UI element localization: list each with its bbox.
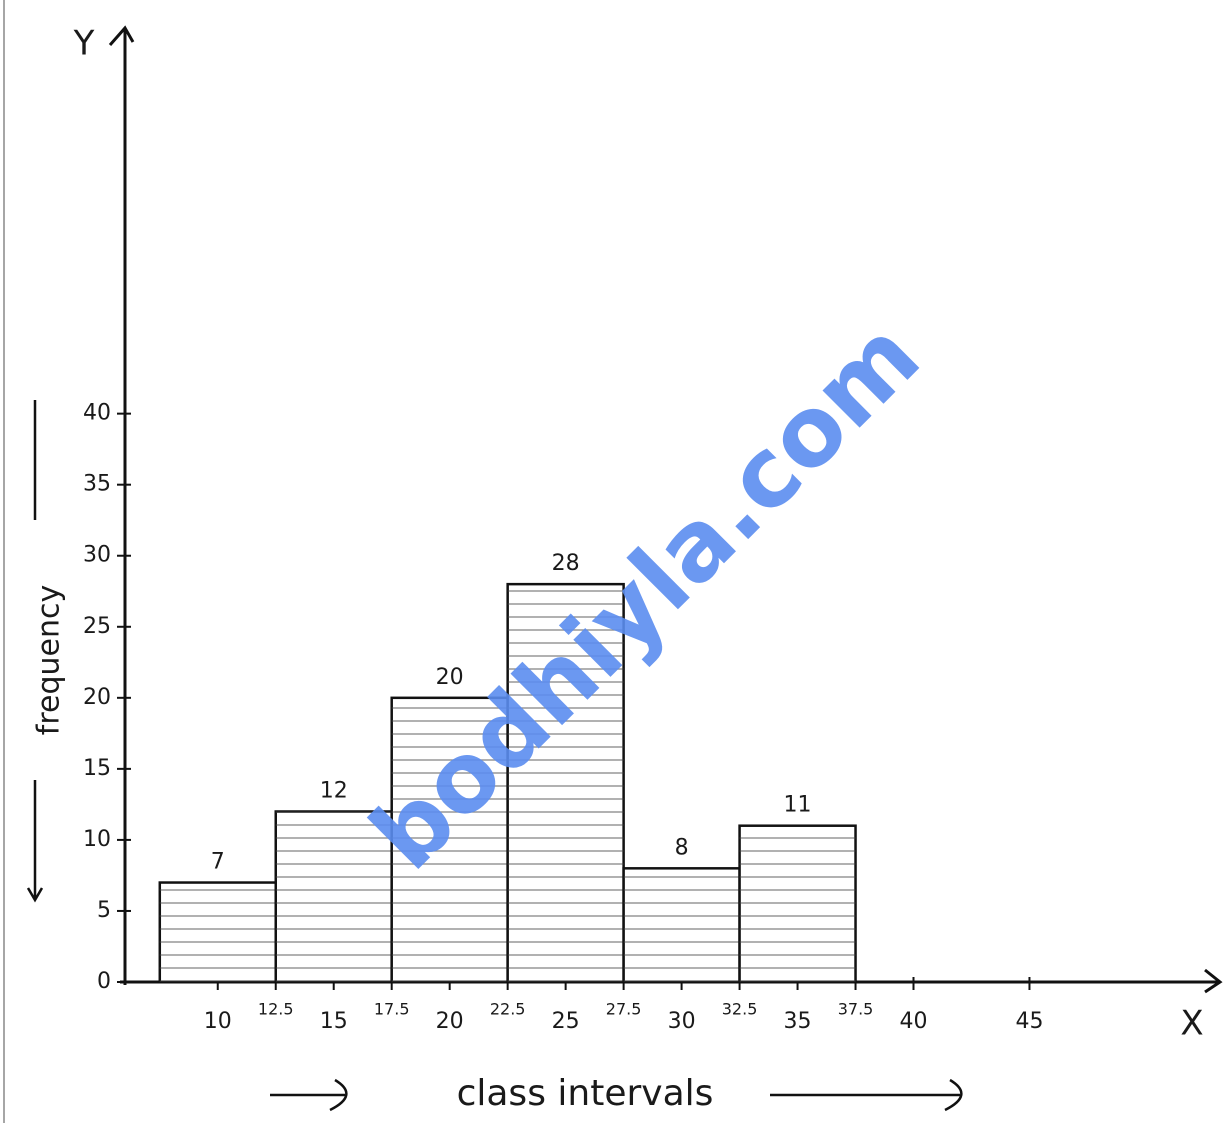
x-tick-label: 17.5 xyxy=(374,1000,410,1019)
x-tick-label: 12.5 xyxy=(258,1000,294,1019)
y-tick-label: 15 xyxy=(83,756,111,781)
y-tick-label: 25 xyxy=(83,614,111,639)
y-tick-label: 10 xyxy=(83,827,111,852)
x-tick-label: 25 xyxy=(552,1009,580,1034)
x-tick-label: 15 xyxy=(320,1009,348,1034)
y-tick-label: 40 xyxy=(83,401,111,426)
bar-value-label: 28 xyxy=(552,551,580,576)
x-label-arrows xyxy=(270,1078,963,1112)
y-tick-label: 35 xyxy=(83,472,111,497)
x-tick-label: 32.5 xyxy=(722,1000,758,1019)
x-tick-label: 22.5 xyxy=(490,1000,526,1019)
y-label-arrows xyxy=(26,400,44,903)
bar-hatch xyxy=(391,697,508,982)
x-tick-label: 30 xyxy=(668,1009,696,1034)
bar-value-label: 20 xyxy=(436,665,464,690)
y-tick-label: 20 xyxy=(83,685,111,710)
bar-value-label: 8 xyxy=(675,835,689,860)
x-axis-label: class intervals xyxy=(457,1073,714,1114)
x-tick-label: 45 xyxy=(1015,1009,1043,1034)
x-tick-label: 10 xyxy=(204,1009,232,1034)
bar-value-label: 12 xyxy=(320,778,348,803)
bar-hatch xyxy=(275,811,392,982)
bar-value-label: 7 xyxy=(211,850,225,875)
y-tick-label: 30 xyxy=(83,543,111,568)
x-axis-letter: X xyxy=(1180,1004,1203,1044)
bar-hatch xyxy=(507,584,624,982)
x-tick-label: 40 xyxy=(900,1009,928,1034)
y-axis-arrow xyxy=(108,25,135,46)
bar-hatch xyxy=(739,825,856,982)
y-tick-label: 5 xyxy=(97,898,111,923)
x-tick-label: 27.5 xyxy=(606,1000,642,1019)
bar-hatch xyxy=(159,882,276,982)
x-tick-label: 37.5 xyxy=(838,1000,874,1019)
bar-value-label: 11 xyxy=(784,793,812,818)
x-axis-arrow xyxy=(1204,968,1223,994)
watermark: bodhiyla.com xyxy=(350,300,941,891)
x-tick-label: 20 xyxy=(436,1009,464,1034)
bar-hatch xyxy=(623,868,740,982)
x-tick-label: 35 xyxy=(784,1009,812,1034)
y-axis-letter: Y xyxy=(73,24,95,64)
y-axis-label: frequency xyxy=(32,585,67,735)
y-tick-label: 0 xyxy=(97,969,111,994)
